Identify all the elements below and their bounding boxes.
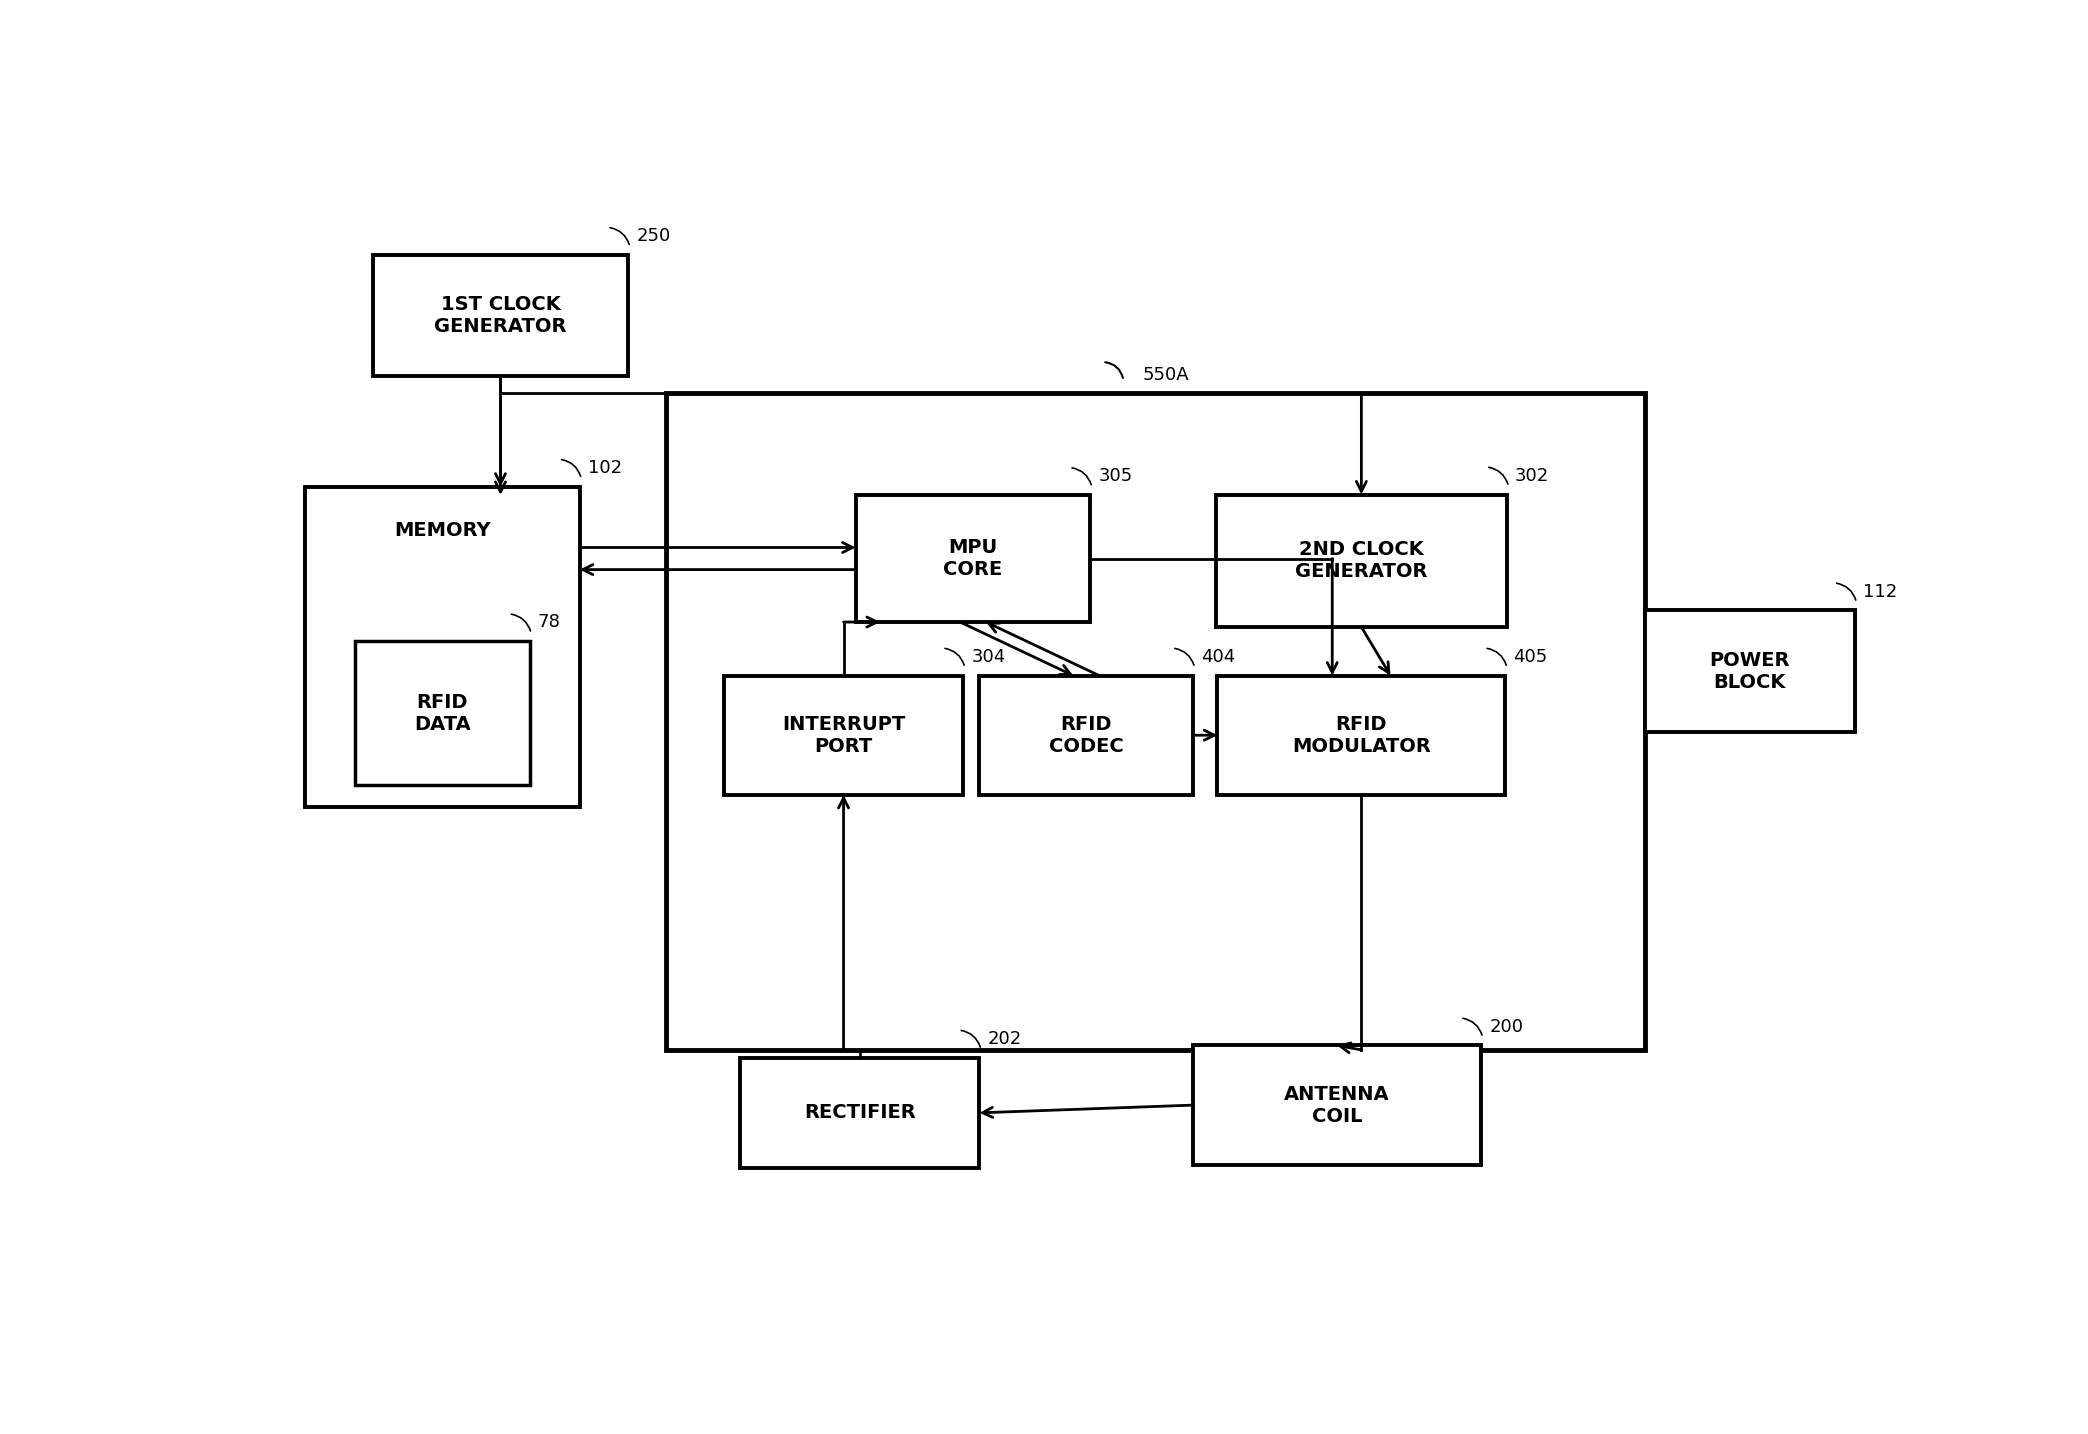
Text: ANTENNA
COIL: ANTENNA COIL — [1284, 1084, 1391, 1126]
Text: MPU
CORE: MPU CORE — [944, 538, 1002, 579]
Text: 404: 404 — [1201, 648, 1236, 665]
Text: RFID
CODEC: RFID CODEC — [1048, 714, 1123, 756]
Text: 112: 112 — [1862, 582, 1898, 601]
Text: 405: 405 — [1514, 648, 1547, 665]
Text: 304: 304 — [971, 648, 1006, 665]
Text: 550A: 550A — [1142, 366, 1190, 384]
Text: RFID
MODULATOR: RFID MODULATOR — [1292, 714, 1430, 756]
Text: 78: 78 — [539, 614, 560, 631]
Bar — [739, 1058, 979, 1169]
Bar — [666, 393, 1645, 1050]
Text: 302: 302 — [1516, 466, 1549, 485]
Bar — [372, 255, 628, 376]
Text: 250: 250 — [637, 227, 670, 245]
Text: 305: 305 — [1098, 467, 1132, 485]
Bar — [725, 675, 963, 794]
Text: RECTIFIER: RECTIFIER — [804, 1103, 917, 1123]
Text: RFID
DATA: RFID DATA — [413, 693, 470, 734]
Bar — [856, 495, 1090, 622]
Text: 102: 102 — [589, 459, 622, 478]
Bar — [1215, 495, 1508, 627]
Bar — [1645, 611, 1854, 731]
Text: MEMORY: MEMORY — [395, 522, 491, 541]
Text: POWER
BLOCK: POWER BLOCK — [1710, 651, 1789, 691]
Bar — [1217, 675, 1505, 794]
Text: 200: 200 — [1489, 1018, 1524, 1035]
Text: 202: 202 — [988, 1030, 1021, 1048]
Bar — [355, 641, 530, 784]
Text: 1ST CLOCK
GENERATOR: 1ST CLOCK GENERATOR — [434, 295, 566, 336]
Text: 2ND CLOCK
GENERATOR: 2ND CLOCK GENERATOR — [1295, 541, 1428, 581]
Bar — [979, 675, 1192, 794]
Text: INTERRUPT
PORT: INTERRUPT PORT — [781, 714, 906, 756]
Bar — [305, 486, 580, 807]
Bar — [1192, 1045, 1480, 1164]
